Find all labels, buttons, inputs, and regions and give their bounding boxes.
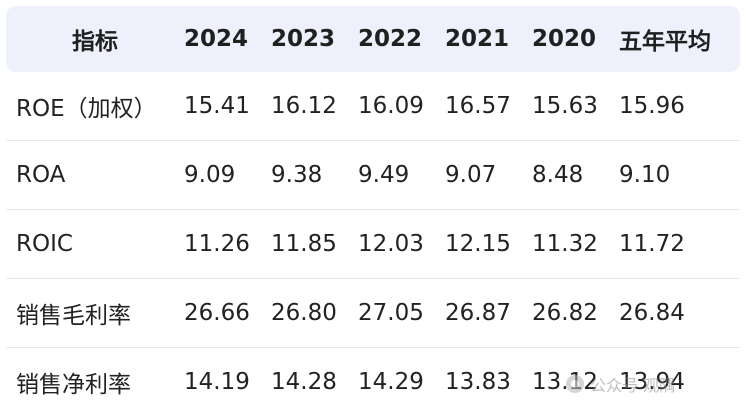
table-header-row: 指标 2024 2023 2022 2021 2020 五年平均 — [6, 6, 740, 72]
table-cell: 11.72 — [619, 210, 740, 279]
table-cell: 14.29 — [358, 369, 424, 395]
table-row-roic: ROIC 11.26 11.85 12.03 12.15 11.32 11.72 — [6, 210, 740, 279]
table-cell: 26.82 — [532, 279, 619, 348]
watermark-text: 公众号 观隅 — [590, 376, 676, 395]
table-cell: 15.63 — [532, 72, 619, 141]
header-2024: 2024 — [184, 6, 271, 72]
table-cell: 26.66 — [184, 279, 271, 348]
row-label: ROIC — [6, 210, 184, 279]
header-2022: 2022 — [358, 6, 445, 72]
table-cell: 26.84 — [619, 279, 740, 348]
header-2023: 2023 — [271, 6, 358, 72]
financial-metrics-table-container: 指标 2024 2023 2022 2021 2020 五年平均 ROE（加权）… — [6, 6, 740, 416]
table-cell: 13.94 — [619, 369, 685, 395]
header-metric: 指标 — [6, 6, 184, 72]
table-cell: 9.49 — [358, 141, 445, 210]
table-cell: 16.09 — [358, 72, 445, 141]
table-cell: 9.38 — [271, 141, 358, 210]
table-cell: 14.19 — [184, 369, 250, 395]
table-cell: 12.15 — [445, 210, 532, 279]
table-cell: 11.26 — [184, 210, 271, 279]
table-cell: 12.03 — [358, 210, 445, 279]
row-label: ROE（加权） — [6, 72, 184, 141]
table-row-roe: ROE（加权） 15.41 16.12 16.09 16.57 15.63 15… — [6, 72, 740, 141]
wechat-icon — [566, 375, 584, 393]
table-cell: 13.83 — [445, 369, 511, 395]
table-cell: 8.48 — [532, 141, 619, 210]
table-row-roa: ROA 9.09 9.38 9.49 9.07 8.48 9.10 — [6, 141, 740, 210]
table-cell: 14.28 — [271, 369, 337, 395]
table-cell: 9.07 — [445, 141, 532, 210]
row-label: 销售净利率 — [16, 372, 131, 398]
financial-metrics-table: 指标 2024 2023 2022 2021 2020 五年平均 ROE（加权）… — [6, 6, 740, 416]
table-cell: 26.80 — [271, 279, 358, 348]
header-five-year-average: 五年平均 — [619, 6, 740, 72]
table-cell: 26.87 — [445, 279, 532, 348]
table-cell: 13.12 — [532, 369, 598, 395]
table-cell: 11.32 — [532, 210, 619, 279]
watermark: 公众号 观隅 — [566, 372, 675, 396]
table-cell: 16.12 — [271, 72, 358, 141]
row-label: ROA — [6, 141, 184, 210]
table-row-gross-margin: 销售毛利率 26.66 26.80 27.05 26.87 26.82 26.8… — [6, 279, 740, 348]
table-cell: 16.57 — [445, 72, 532, 141]
table-cell: 15.96 — [619, 72, 740, 141]
header-2021: 2021 — [445, 6, 532, 72]
table-cell: 11.85 — [271, 210, 358, 279]
table-cell: 9.10 — [619, 141, 740, 210]
table-cell: 15.41 — [184, 72, 271, 141]
header-2020: 2020 — [532, 6, 619, 72]
table-row-net-margin: 销售净利率 14.19 14.28 14.29 13.83 13.12 13.9… — [6, 348, 740, 416]
table-cell: 9.09 — [184, 141, 271, 210]
table-cell: 27.05 — [358, 279, 445, 348]
row-label: 销售毛利率 — [6, 279, 184, 348]
